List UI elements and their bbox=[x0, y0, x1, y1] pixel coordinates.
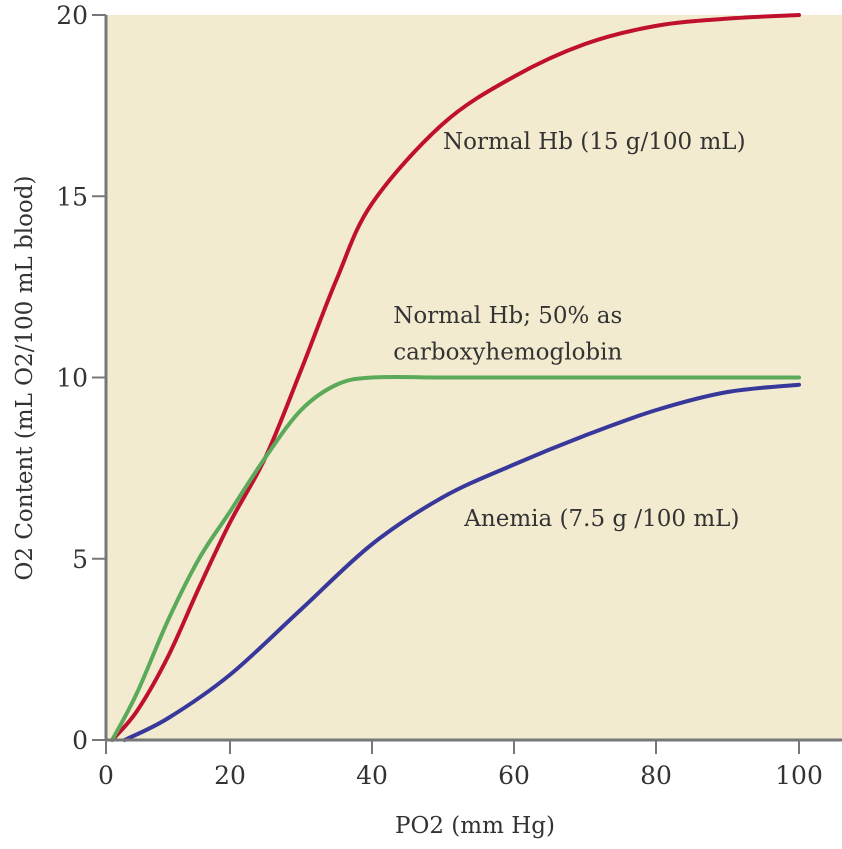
annotation-label: carboxyhemoglobin bbox=[393, 339, 622, 365]
x-tick-label: 60 bbox=[498, 761, 530, 790]
y-axis-label: O2 Content (mL O2/100 mL blood) bbox=[12, 176, 38, 581]
series-line-0 bbox=[110, 13, 801, 742]
annotation-label: Anemia (7.5 g /100 mL) bbox=[463, 506, 739, 532]
x-tick-label: 80 bbox=[640, 761, 672, 790]
annotation-label: Normal Hb; 50% as bbox=[393, 303, 622, 329]
x-tick-label: 20 bbox=[214, 761, 246, 790]
x-tick-label: 40 bbox=[356, 761, 388, 790]
y-tick-label: 5 bbox=[72, 545, 88, 574]
y-tick-label: 10 bbox=[56, 364, 88, 393]
y-tick-label: 0 bbox=[72, 726, 88, 755]
x-axis-label: PO2 (mm Hg) bbox=[395, 813, 555, 839]
series-line-1 bbox=[110, 374, 801, 742]
x-tick-label: 100 bbox=[775, 761, 823, 790]
series-line-2 bbox=[122, 382, 801, 742]
y-tick-label: 20 bbox=[56, 1, 88, 30]
annotation-label: Normal Hb (15 g/100 mL) bbox=[443, 129, 746, 155]
y-tick-label: 15 bbox=[56, 182, 88, 211]
x-tick-label: 0 bbox=[98, 761, 114, 790]
